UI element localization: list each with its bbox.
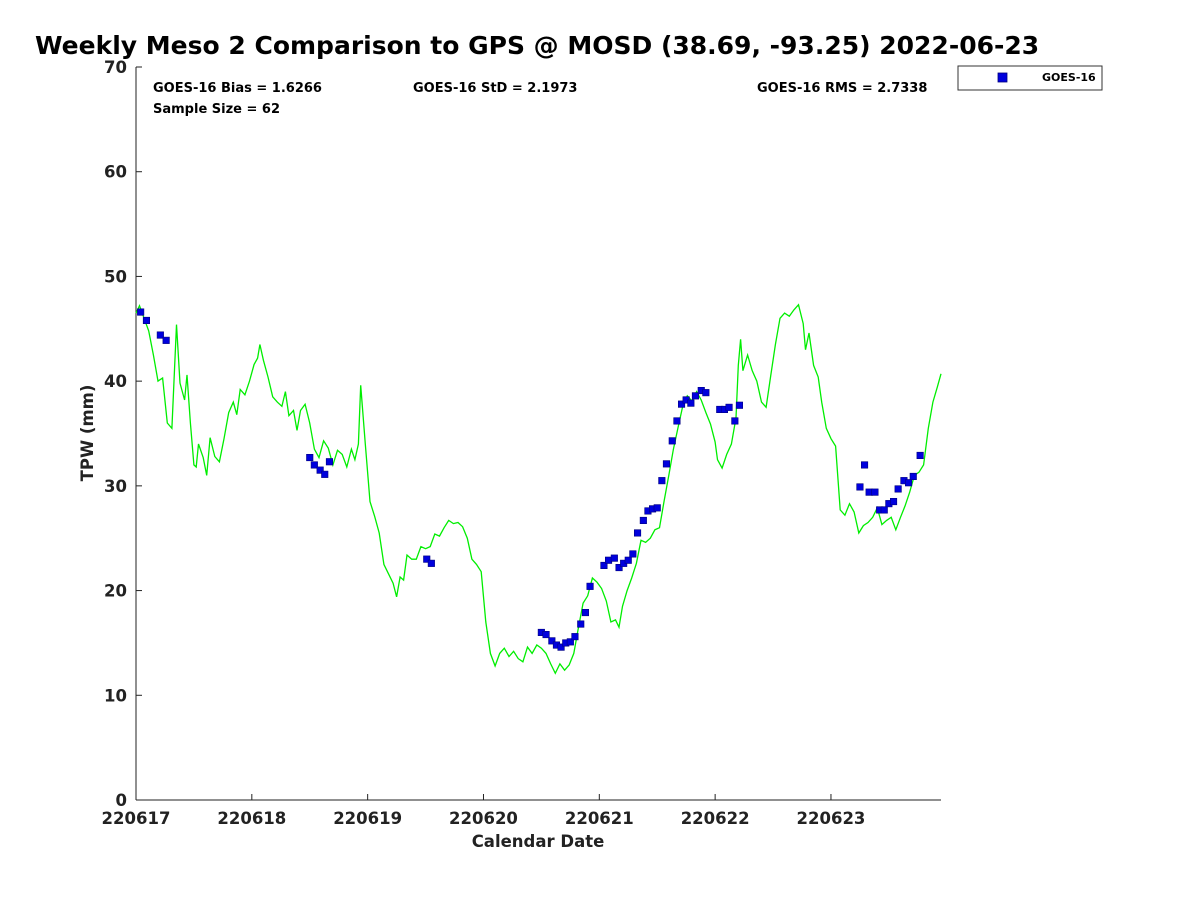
goes16-point [677,400,686,408]
goes16-point [316,466,324,474]
chart-title: Weekly Meso 2 Comparison to GPS @ MOSD (… [35,31,1039,60]
goes16-point [423,555,431,563]
goes16-point [427,559,435,567]
goes16-point [904,479,913,487]
goes16-point [310,461,318,469]
goes16-point [321,470,329,478]
goes16-point [548,637,556,645]
gps-line-layer [135,303,942,675]
goes16-point [653,504,661,512]
x-tick-label: 220621 [565,809,634,828]
goes16-point [860,461,869,469]
stat-std: GOES-16 StD = 2.1973 [413,81,577,96]
goes16-point [702,389,710,397]
legend-marker-goes16 [997,72,1008,83]
y-axis-label: TPW (mm) [78,385,97,482]
goes16-point [615,563,623,572]
goes16-point [610,554,618,562]
y-tick-label: 20 [104,582,127,601]
goes16-point [633,529,642,537]
goes16-point [142,316,150,325]
goes16-point [725,403,733,411]
x-tick-label: 220617 [102,809,171,828]
legend: GOES-16 [957,65,1103,91]
goes16-point [581,608,590,617]
y-tick-label: 10 [104,686,127,705]
goes16-point [156,331,164,339]
y-tick-label: 60 [104,163,127,182]
x-tick-label: 220622 [681,809,750,828]
goes16-point [566,638,574,646]
stat-rms: GOES-16 RMS = 2.7338 [757,81,927,96]
x-tick-label: 220619 [333,809,402,828]
legend-label-goes16: GOES-16 [1042,71,1096,84]
goes16-point [889,497,898,506]
goes16-point [629,550,637,558]
axes-frame [136,67,941,800]
goes16-point [600,561,608,570]
goes16-point [735,401,744,409]
goes16-point [325,458,334,466]
x-tick-label: 220623 [797,809,866,828]
goes16-point [668,437,676,445]
goes16-point [658,477,666,485]
goes16-point [577,620,585,628]
stat-sample-size: Sample Size = 62 [153,102,280,117]
y-tick-label: 50 [104,267,127,286]
gps-series-line [135,303,942,675]
goes16-point [162,336,170,344]
goes16-point [894,485,902,493]
stat-bias: GOES-16 Bias = 1.6266 [153,81,322,96]
goes16-point [137,308,145,316]
goes16-point [306,453,314,462]
goes16-point [586,582,594,590]
goes16-point [639,516,647,525]
plot-area: 0 10 20 30 40 50 60 70 220617 220618 220619 220620… [102,58,942,828]
y-tick-label: 40 [104,372,127,391]
goes16-point [542,630,550,639]
goes16-point [624,556,632,564]
goes16-point [687,399,695,407]
goes16-marker-layer [137,308,924,651]
x-tick-label: 220620 [449,809,518,828]
goes16-point [871,488,879,496]
goes16-point [916,451,924,460]
y-ticks: 0 10 20 30 40 50 60 70 [104,58,142,810]
goes16-point [571,633,579,641]
x-ticks: 220617 220618 220619 220620 220621 220622 2206… [102,794,866,828]
y-tick-label: 30 [104,477,127,496]
goes16-point [691,392,700,400]
y-tick-label: 70 [104,58,127,77]
goes16-point [731,417,739,425]
goes16-point [557,643,565,651]
legend-box [957,65,1103,91]
x-axis-label: Calendar Date [472,832,605,851]
x-tick-label: 220618 [217,809,286,828]
goes16-point [662,460,671,468]
goes16-point [673,417,681,425]
goes16-point [856,483,864,491]
goes16-point [880,506,888,514]
goes16-point [909,472,917,481]
y-tick-label: 0 [116,791,127,810]
